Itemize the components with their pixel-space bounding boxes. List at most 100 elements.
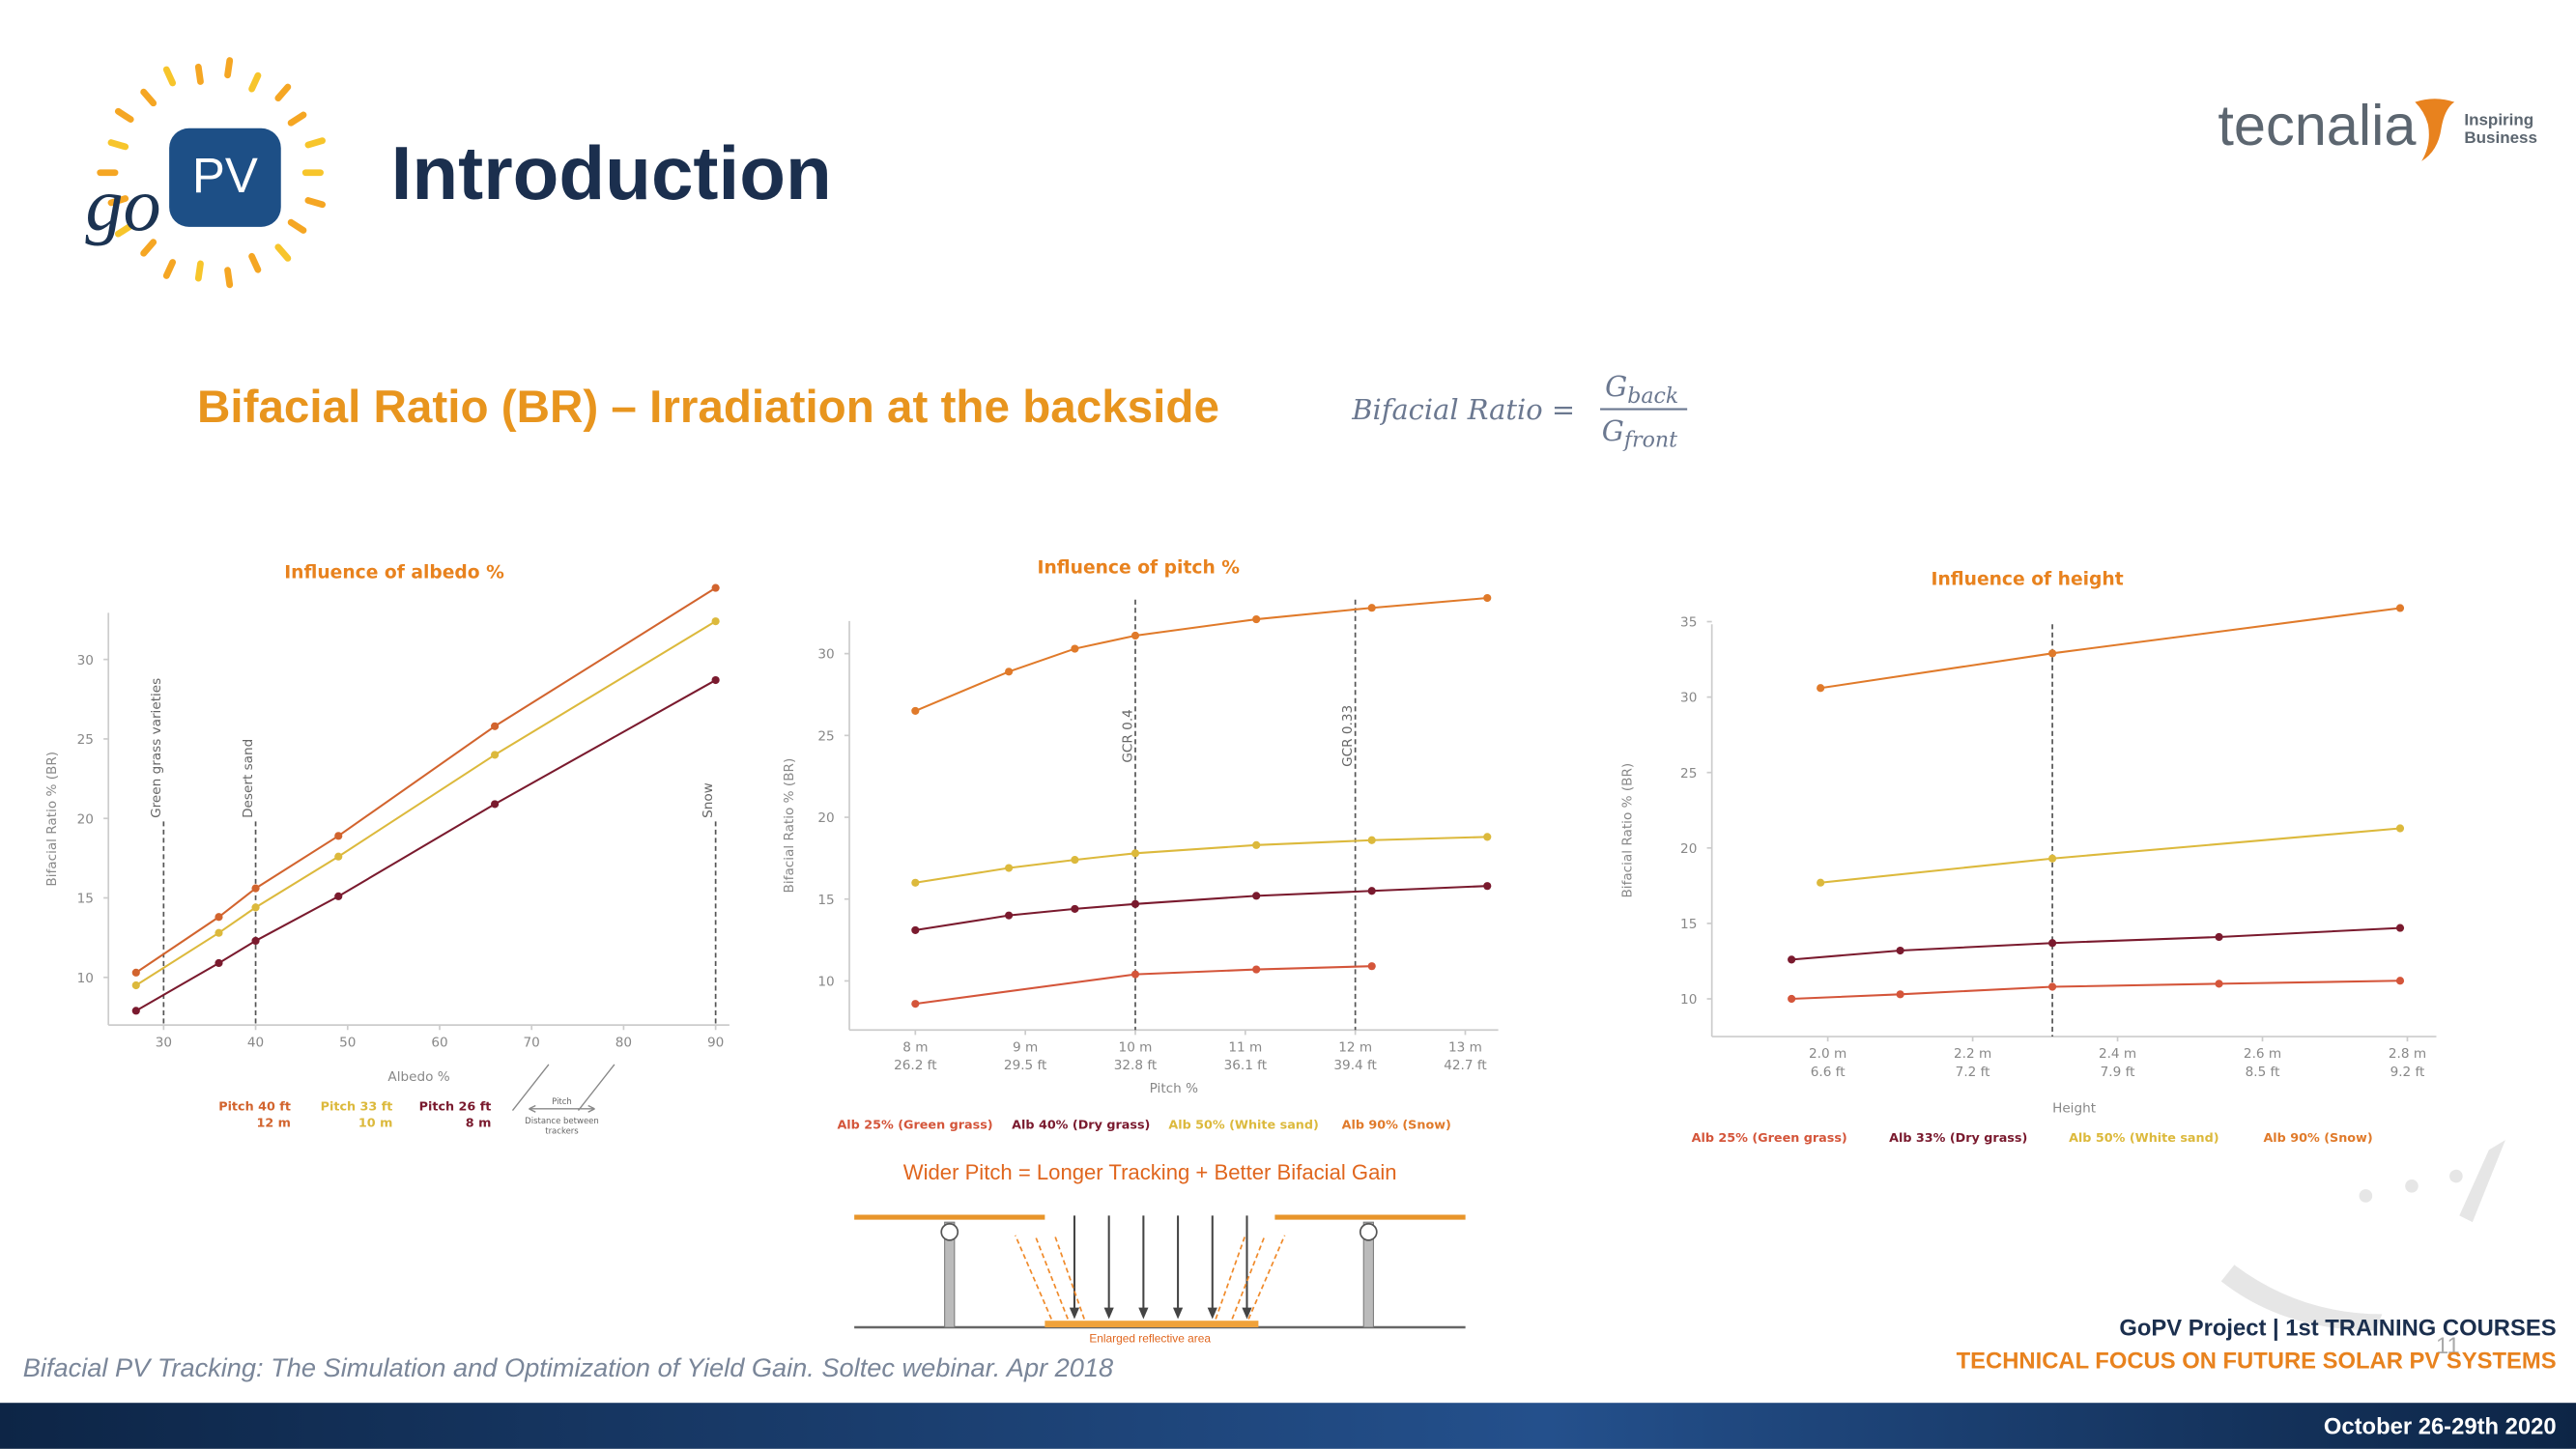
reflection-arrow	[1014, 1235, 1052, 1320]
data-point	[1817, 684, 1825, 693]
arrow-head	[1138, 1307, 1149, 1320]
y-tick-label: 35	[1680, 615, 1697, 631]
data-point	[1005, 911, 1014, 920]
distance-label: trackers	[545, 1126, 579, 1136]
x2-tick-label: 39.4 ft	[1333, 1058, 1376, 1073]
data-point	[911, 925, 920, 934]
series-line	[135, 679, 717, 1012]
series-line	[915, 885, 1488, 931]
data-point	[251, 903, 260, 912]
data-point	[2047, 939, 2057, 948]
logo-ray	[304, 137, 326, 149]
annotation-label: Green grass varieties	[149, 678, 164, 818]
formula-numerator: Gback	[1605, 370, 1678, 409]
charts: Influence of albedo % 10 15 20 25 30 30 40 50 60 7…	[44, 558, 2437, 1146]
data-point	[1131, 849, 1140, 858]
arrow-head	[1103, 1307, 1114, 1320]
arrow-head	[1172, 1307, 1184, 1320]
x-tick-label: 90	[707, 1035, 724, 1050]
diagram-caption: Wider Pitch = Longer Tracking + Better B…	[903, 1160, 1397, 1184]
data-point	[2047, 982, 2057, 991]
x-tick-label: 80	[615, 1035, 632, 1050]
pitch-diagram	[511, 1064, 615, 1113]
data-point	[2047, 649, 2057, 658]
y-tick-label: 10	[77, 971, 94, 986]
arrow-head	[1069, 1307, 1080, 1320]
x2-tick-label: 26.2 ft	[894, 1058, 936, 1073]
footer-course: TECHNICAL FOCUS ON FUTURE SOLAR PV SYSTE…	[1957, 1349, 2557, 1375]
data-point	[215, 928, 223, 937]
logo-ray	[194, 260, 204, 282]
x-tick-label: 2.8 m	[2389, 1046, 2426, 1062]
chart-title: Influence of pitch %	[1038, 558, 1241, 579]
brand-mark	[2415, 99, 2455, 161]
logo-ray	[162, 66, 177, 87]
data-point	[2215, 980, 2223, 988]
x-tick-label: 40	[247, 1035, 264, 1050]
x-axis-label: Height	[2052, 1100, 2096, 1116]
data-point	[491, 722, 500, 730]
y-axis-label: Bifacial Ratio % (BR)	[1619, 763, 1635, 898]
data-point	[2047, 854, 2057, 863]
data-point	[1131, 970, 1140, 979]
data-point	[911, 706, 920, 716]
logo-ray	[114, 222, 134, 238]
data-point	[2395, 977, 2405, 985]
data-point	[2395, 604, 2405, 612]
logo-badge	[169, 128, 281, 227]
data-point	[911, 878, 920, 887]
data-point	[1252, 892, 1261, 900]
x2-tick-label: 6.6 ft	[1811, 1065, 1846, 1080]
legend-entry: Alb 90% (Snow)	[1342, 1118, 1451, 1132]
series-line	[1791, 980, 2401, 1001]
logo-ray	[107, 139, 129, 151]
series-line	[1791, 926, 2401, 961]
data-point	[1483, 593, 1492, 603]
data-point	[1071, 855, 1079, 865]
data-point	[491, 751, 500, 759]
data-point	[1367, 962, 1376, 971]
data-point	[1252, 965, 1261, 974]
legend-entry: Alb 25% (Green grass)	[1692, 1131, 1847, 1146]
chart: Influence of pitch % 10 15 20 25 30 8 m 26.2 ft…	[782, 558, 1499, 1132]
pitch-label: Pitch	[552, 1097, 572, 1107]
x-tick-label: 13 m	[1448, 1039, 1482, 1055]
y-tick-label: 25	[817, 728, 834, 744]
data-point	[2395, 824, 2405, 833]
formula-symbol: G	[1602, 414, 1624, 447]
formula-denominator: Gfront	[1602, 414, 1677, 453]
brand-tagline: Business	[2464, 128, 2537, 147]
series-line	[915, 836, 1488, 884]
legend-entry: Alb 90% (Snow)	[2263, 1131, 2372, 1146]
y-tick-label: 15	[77, 892, 94, 907]
data-point	[911, 1000, 920, 1009]
legend-entry: Alb 50% (White sand)	[1168, 1118, 1319, 1132]
data-point	[1367, 604, 1376, 612]
data-point	[1071, 904, 1079, 913]
x2-tick-label: 9.2 ft	[2390, 1065, 2425, 1080]
legend-entry: Alb 33% (Dry grass)	[1889, 1131, 2027, 1146]
logo-ray	[194, 63, 204, 85]
data-point	[1817, 878, 1825, 887]
data-point	[1367, 887, 1376, 895]
series-line	[135, 586, 717, 974]
series-line	[914, 597, 1488, 712]
legend-subentry: 10 m	[358, 1117, 392, 1131]
data-point	[1896, 946, 1904, 955]
y-tick-label: 25	[77, 732, 94, 748]
subtitle: Bifacial Ratio (BR) – Irradiation at the…	[197, 382, 1219, 433]
data-point	[215, 958, 223, 968]
x2-tick-label: 36.1 ft	[1224, 1058, 1267, 1073]
data-point	[1131, 899, 1140, 908]
footer-dates: October 26-29th 2020	[2324, 1414, 2557, 1440]
footer-project: GoPV Project | 1st TRAINING COURSES	[2119, 1315, 2556, 1341]
data-point	[1071, 644, 1079, 653]
logo-ray	[248, 252, 262, 273]
y-axis-label: Bifacial Ratio % (BR)	[782, 758, 797, 894]
chart-title: Influence of albedo %	[284, 563, 504, 583]
data-point	[131, 968, 140, 977]
legend-subentry: 8 m	[466, 1117, 492, 1131]
legend-subentry: 12 m	[256, 1117, 290, 1131]
y-tick-label: 25	[1680, 766, 1697, 781]
